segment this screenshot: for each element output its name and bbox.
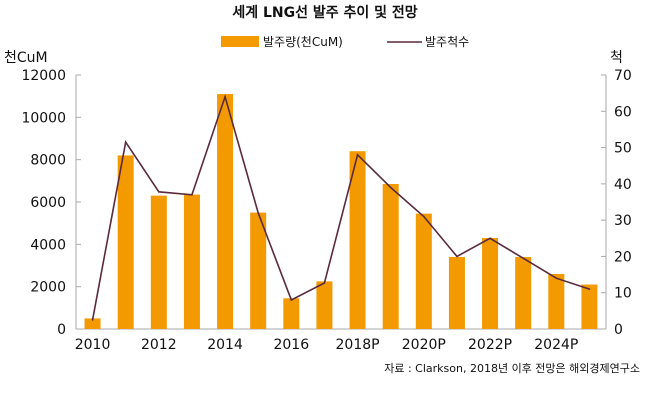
bar-2024P bbox=[548, 273, 565, 329]
line-point-2021P bbox=[456, 255, 458, 258]
right-tick-label: 70 bbox=[614, 68, 632, 84]
right-tick-label: 20 bbox=[614, 249, 632, 265]
bar-2014 bbox=[217, 94, 234, 329]
line-point-2015 bbox=[257, 212, 259, 214]
x-tick-label: 2018P bbox=[336, 337, 380, 353]
x-tick-label: 2020P bbox=[402, 337, 446, 353]
line-point-2024P bbox=[555, 277, 558, 280]
left-axis-unit: 천CuM bbox=[4, 50, 48, 66]
right-tick-label: 40 bbox=[614, 177, 632, 193]
bar-2013 bbox=[183, 194, 200, 329]
left-tick-label: 10000 bbox=[21, 110, 66, 126]
bar-2022P bbox=[482, 237, 499, 329]
bar-2021P bbox=[448, 257, 465, 329]
left-tick-label: 8000 bbox=[30, 153, 66, 169]
bar-2023P bbox=[515, 257, 532, 329]
line-point-2018P bbox=[356, 154, 359, 156]
left-tick-label: 4000 bbox=[30, 237, 66, 253]
line-point-2016 bbox=[290, 299, 293, 301]
right-tick-label: 30 bbox=[614, 213, 632, 229]
line-point-2025P bbox=[588, 288, 591, 290]
line-point-2013 bbox=[191, 193, 193, 196]
chart-title: 세계 LNG선 발주 추이 및 전망 bbox=[232, 4, 417, 21]
x-tick-label: 2016 bbox=[273, 337, 309, 353]
bar-2020P bbox=[415, 213, 432, 329]
left-tick-label: 12000 bbox=[21, 68, 66, 84]
bar-2019P bbox=[382, 184, 399, 329]
line-point-2019P bbox=[389, 186, 392, 189]
line-point-2023P bbox=[522, 257, 524, 260]
line-point-2010 bbox=[91, 319, 94, 321]
line-point-2020P bbox=[423, 215, 425, 218]
left-tick-label: 6000 bbox=[30, 195, 66, 211]
line-series bbox=[91, 94, 590, 321]
right-tick-label: 50 bbox=[614, 141, 632, 157]
bar-2012 bbox=[150, 195, 167, 329]
x-tick-label: 2012 bbox=[141, 337, 177, 353]
x-tick-label: 2022P bbox=[468, 337, 512, 353]
bar-2018P bbox=[349, 151, 366, 329]
bar-2025P bbox=[581, 284, 598, 329]
line-point-2011 bbox=[124, 141, 127, 143]
right-tick-label: 0 bbox=[614, 322, 623, 338]
bar-2011 bbox=[117, 155, 134, 329]
left-tick-label: 0 bbox=[57, 322, 66, 338]
x-tick-label: 2024P bbox=[534, 337, 578, 353]
source-note: 자료 : Clarkson, 2018년 이후 전망은 해외경제연구소 bbox=[384, 361, 640, 375]
legend-bar-label: 발주량(천CuM) bbox=[263, 34, 343, 49]
legend-bar-swatch bbox=[221, 36, 259, 47]
line-point-2017 bbox=[323, 282, 326, 284]
x-tick-label: 2014 bbox=[207, 337, 243, 353]
bar-2010 bbox=[84, 318, 101, 329]
line-point-2022P bbox=[489, 237, 491, 240]
bar-2017 bbox=[316, 281, 333, 329]
bar-2015 bbox=[250, 212, 267, 329]
left-tick-label: 2000 bbox=[30, 280, 66, 296]
x-tick-label: 2010 bbox=[75, 337, 111, 353]
line-point-2014 bbox=[224, 95, 226, 98]
bar-2016 bbox=[283, 298, 300, 329]
legend-line-label: 발주척수 bbox=[425, 35, 469, 49]
right-tick-label: 10 bbox=[614, 286, 632, 302]
right-tick-label: 60 bbox=[614, 104, 632, 120]
right-axis-unit: 척 bbox=[610, 50, 623, 66]
line-point-2012 bbox=[158, 191, 160, 193]
